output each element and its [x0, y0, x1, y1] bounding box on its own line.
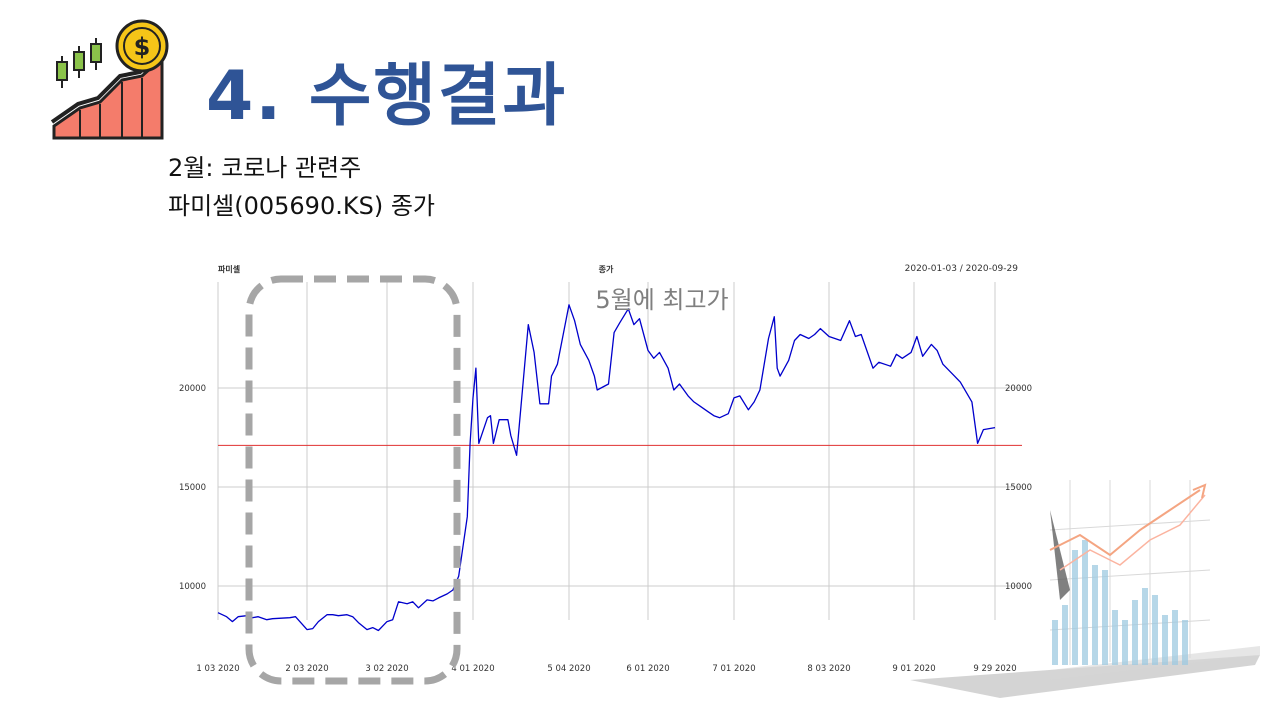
x-tick-label: 6 01 2020: [626, 664, 669, 674]
y-tick-label-right: 15000: [1005, 483, 1032, 493]
highlight-box: [245, 275, 461, 685]
y-tick-label-left: 20000: [179, 384, 206, 394]
x-tick-label: 8 03 2020: [807, 664, 850, 674]
tick-labels: 1 03 2020 2 03 2020 3 02 2020 4 01 2020 5 04…: [179, 384, 1032, 674]
chart-grid: [217, 282, 1022, 620]
chart-title: 종가: [599, 264, 614, 274]
x-tick-label: 3 02 2020: [365, 664, 408, 674]
3d-bar-chart-decoration: [910, 480, 1260, 698]
subtitle-line-2: 파미셀(005690.KS) 종가: [168, 192, 435, 220]
x-tick-label: 9 29 2020: [973, 664, 1016, 674]
series-group: [217, 304, 996, 632]
series-line-0: [217, 304, 996, 632]
svg-text:$: $: [134, 33, 151, 61]
stock-growth-coin-icon: $: [50, 19, 169, 140]
y-tick-label-right: 20000: [1005, 384, 1032, 394]
chart-date-range: 2020-01-03 / 2020-09-29: [905, 264, 1019, 274]
chart-series-label: 파미셀: [218, 264, 240, 274]
subtitle-line-1: 2월: 코로나 관련주: [168, 154, 362, 182]
x-tick-label: 2 03 2020: [285, 664, 328, 674]
y-tick-label-right: 10000: [1005, 582, 1032, 592]
x-tick-label: 7 01 2020: [712, 664, 755, 674]
x-tick-label: 1 03 2020: [196, 664, 239, 674]
x-tick-label: 9 01 2020: [892, 664, 935, 674]
page-title: 4. 수행결과: [206, 57, 568, 136]
x-tick-label: 5 04 2020: [547, 664, 590, 674]
x-tick-label: 4 01 2020: [451, 664, 494, 674]
peak-annotation: 5월에 최고가: [595, 286, 728, 314]
y-tick-label-left: 10000: [179, 582, 206, 592]
y-tick-label-left: 15000: [179, 483, 206, 493]
